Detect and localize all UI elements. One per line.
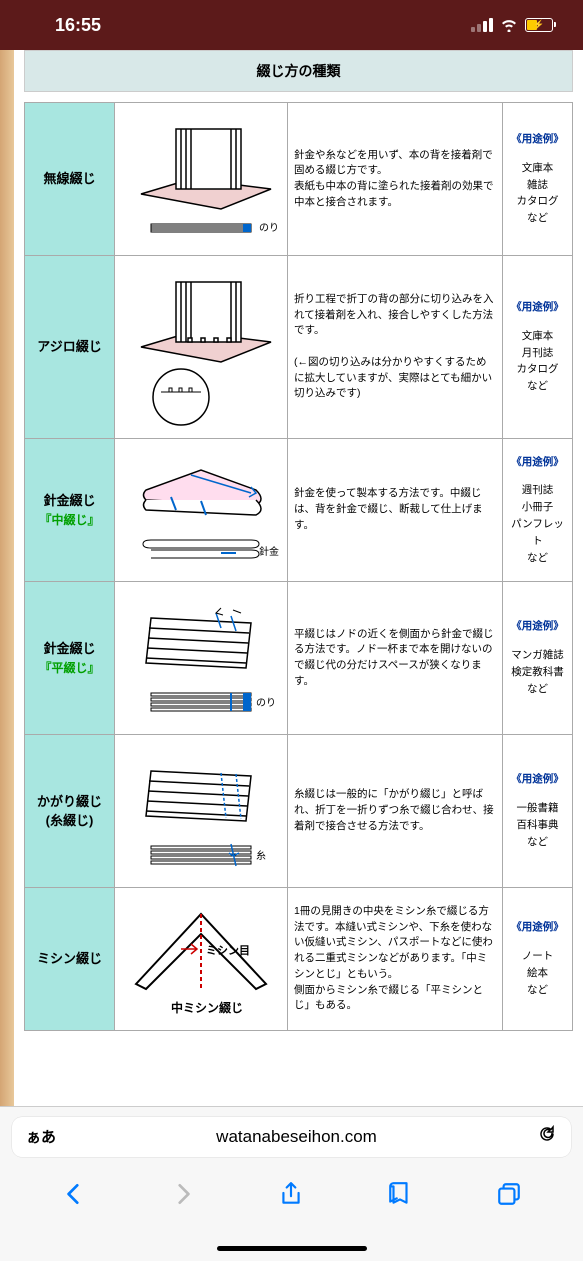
diagram-cell bbox=[115, 256, 288, 439]
svg-text:針金: 針金 bbox=[259, 545, 279, 558]
svg-text:糸: 糸 bbox=[256, 850, 266, 862]
diagram-cell: のり bbox=[115, 103, 288, 256]
diagram-cell: のり bbox=[115, 582, 288, 735]
usage-cell: 《用途例》一般書籍 百科事典 など bbox=[503, 735, 573, 888]
description-cell: 糸綴じは一般的に「かがり綴じ」と呼ばれ、折丁を一折りずつ糸で綴じ合わせ、接着剤で… bbox=[288, 735, 503, 888]
description-cell: 折り工程で折丁の背の部分に切り込みを入れて接着剤を入れ、接合しやすくした方法です… bbox=[288, 256, 503, 439]
bottom-toolbar bbox=[0, 1166, 583, 1261]
method-name: 無線綴じ bbox=[31, 169, 108, 189]
usage-cell: 《用途例》週刊誌 小冊子 パンフレット など bbox=[503, 439, 573, 582]
diagram-cell: 針金 bbox=[115, 439, 288, 582]
url-text: watanabeseihon.com bbox=[66, 1127, 527, 1147]
status-icons: ⚡ bbox=[471, 18, 553, 32]
diagram-cell: ミシン目中ミシン綴じ bbox=[115, 888, 288, 1031]
usage-text: マンガ雑誌 検定教科書 など bbox=[509, 647, 566, 697]
tabs-button[interactable] bbox=[495, 1180, 523, 1208]
back-button[interactable] bbox=[60, 1180, 88, 1208]
table-row: かがり綴じ (糸綴じ) 糸 糸綴じは一般的に「かがり綴じ」と呼ばれ、折丁を一折りずつ… bbox=[25, 735, 573, 888]
usage-text: 文庫本 雑誌 カタログ など bbox=[509, 160, 566, 227]
usage-text: 一般書籍 百科事典 など bbox=[509, 800, 566, 850]
method-name-cell: ミシン綴じ bbox=[25, 888, 115, 1031]
reload-icon[interactable] bbox=[537, 1124, 557, 1149]
table-row: ミシン綴じミシン目中ミシン綴じ1冊の見開きの中央をミシン糸で綴じる方法です。本縫… bbox=[25, 888, 573, 1031]
table-row: 針金綴じ『中綴じ』針金針金を使って製本する方法です。中綴じは、背を針金で綴じ、断… bbox=[25, 439, 573, 582]
usage-header: 《用途例》 bbox=[509, 454, 566, 471]
usage-header: 《用途例》 bbox=[509, 771, 566, 788]
usage-header: 《用途例》 bbox=[509, 618, 566, 635]
description-cell: 針金を使って製本する方法です。中綴じは、背を針金で綴じ、断裁して仕上げます。 bbox=[288, 439, 503, 582]
page-title: 綴じ方の種類 bbox=[24, 50, 573, 92]
usage-text: ノート 絵本 など bbox=[509, 948, 566, 998]
table-row: 針金綴じ『平綴じ』のり平綴じはノドの近くを側面から針金で綴じる方法です。ノド一杯… bbox=[25, 582, 573, 735]
usage-cell: 《用途例》文庫本 月刊誌 カタログ など bbox=[503, 256, 573, 439]
svg-text:ミシン目: ミシン目 bbox=[206, 944, 250, 957]
signal-icon bbox=[471, 18, 493, 32]
method-name-cell: かがり綴じ (糸綴じ) bbox=[25, 735, 115, 888]
method-name: 針金綴じ bbox=[31, 639, 108, 659]
wifi-icon bbox=[500, 18, 518, 32]
browser-content: 綴じ方の種類 無線綴じのり針金や糸などを用いず、本の背を接着剤で固める綴じ方です… bbox=[0, 50, 583, 1106]
table-row: 無線綴じのり針金や糸などを用いず、本の背を接着剤で固める綴じ方です。 表紙も中本… bbox=[25, 103, 573, 256]
battery-icon: ⚡ bbox=[525, 18, 553, 32]
usage-text: 文庫本 月刊誌 カタログ など bbox=[509, 328, 566, 395]
method-sub: 『中綴じ』 bbox=[31, 511, 108, 529]
method-name: かがり綴じ (糸綴じ) bbox=[31, 792, 108, 831]
url-box[interactable]: ぁあ watanabeseihon.com bbox=[12, 1117, 571, 1157]
aa-button[interactable]: ぁあ bbox=[26, 1126, 56, 1147]
method-name-cell: 無線綴じ bbox=[25, 103, 115, 256]
usage-text: 週刊誌 小冊子 パンフレット など bbox=[509, 482, 566, 566]
home-indicator[interactable] bbox=[217, 1246, 367, 1251]
page-decoration bbox=[0, 50, 14, 1106]
description-cell: 1冊の見開きの中央をミシン糸で綴じる方法です。本縫い式ミシンや、下糸を使わない仮… bbox=[288, 888, 503, 1031]
svg-text:のり: のり bbox=[256, 697, 276, 709]
method-name: アジロ綴じ bbox=[31, 337, 108, 357]
description-cell: 針金や糸などを用いず、本の背を接着剤で固める綴じ方です。 表紙も中本の背に塗られ… bbox=[288, 103, 503, 256]
usage-cell: 《用途例》マンガ雑誌 検定教科書 など bbox=[503, 582, 573, 735]
method-name: ミシン綴じ bbox=[31, 949, 108, 969]
status-time: 16:55 bbox=[55, 15, 101, 36]
method-name-cell: アジロ綴じ bbox=[25, 256, 115, 439]
diagram-cell: 糸 bbox=[115, 735, 288, 888]
share-button[interactable] bbox=[277, 1180, 305, 1208]
method-name-cell: 針金綴じ『中綴じ』 bbox=[25, 439, 115, 582]
bookmarks-button[interactable] bbox=[386, 1180, 414, 1208]
binding-table: 無線綴じのり針金や糸などを用いず、本の背を接着剤で固める綴じ方です。 表紙も中本… bbox=[24, 102, 573, 1031]
svg-text:のり: のり bbox=[259, 222, 279, 234]
usage-cell: 《用途例》文庫本 雑誌 カタログ など bbox=[503, 103, 573, 256]
method-name-cell: 針金綴じ『平綴じ』 bbox=[25, 582, 115, 735]
svg-text:中ミシン綴じ: 中ミシン綴じ bbox=[171, 1000, 243, 1015]
usage-header: 《用途例》 bbox=[509, 919, 566, 936]
method-sub: 『平綴じ』 bbox=[31, 659, 108, 677]
url-bar: ぁあ watanabeseihon.com bbox=[0, 1106, 583, 1166]
status-bar: 16:55 ⚡ bbox=[0, 0, 583, 50]
table-row: アジロ綴じ 折り工程で折丁の背の部分に切り込みを入れて接着剤を入れ、接合しやすくし… bbox=[25, 256, 573, 439]
usage-cell: 《用途例》ノート 絵本 など bbox=[503, 888, 573, 1031]
description-cell: 平綴じはノドの近くを側面から針金で綴じる方法です。ノド一杯まで本を開けないので綴… bbox=[288, 582, 503, 735]
method-name: 針金綴じ bbox=[31, 491, 108, 511]
usage-header: 《用途例》 bbox=[509, 131, 566, 148]
usage-header: 《用途例》 bbox=[509, 299, 566, 316]
forward-button bbox=[169, 1180, 197, 1208]
